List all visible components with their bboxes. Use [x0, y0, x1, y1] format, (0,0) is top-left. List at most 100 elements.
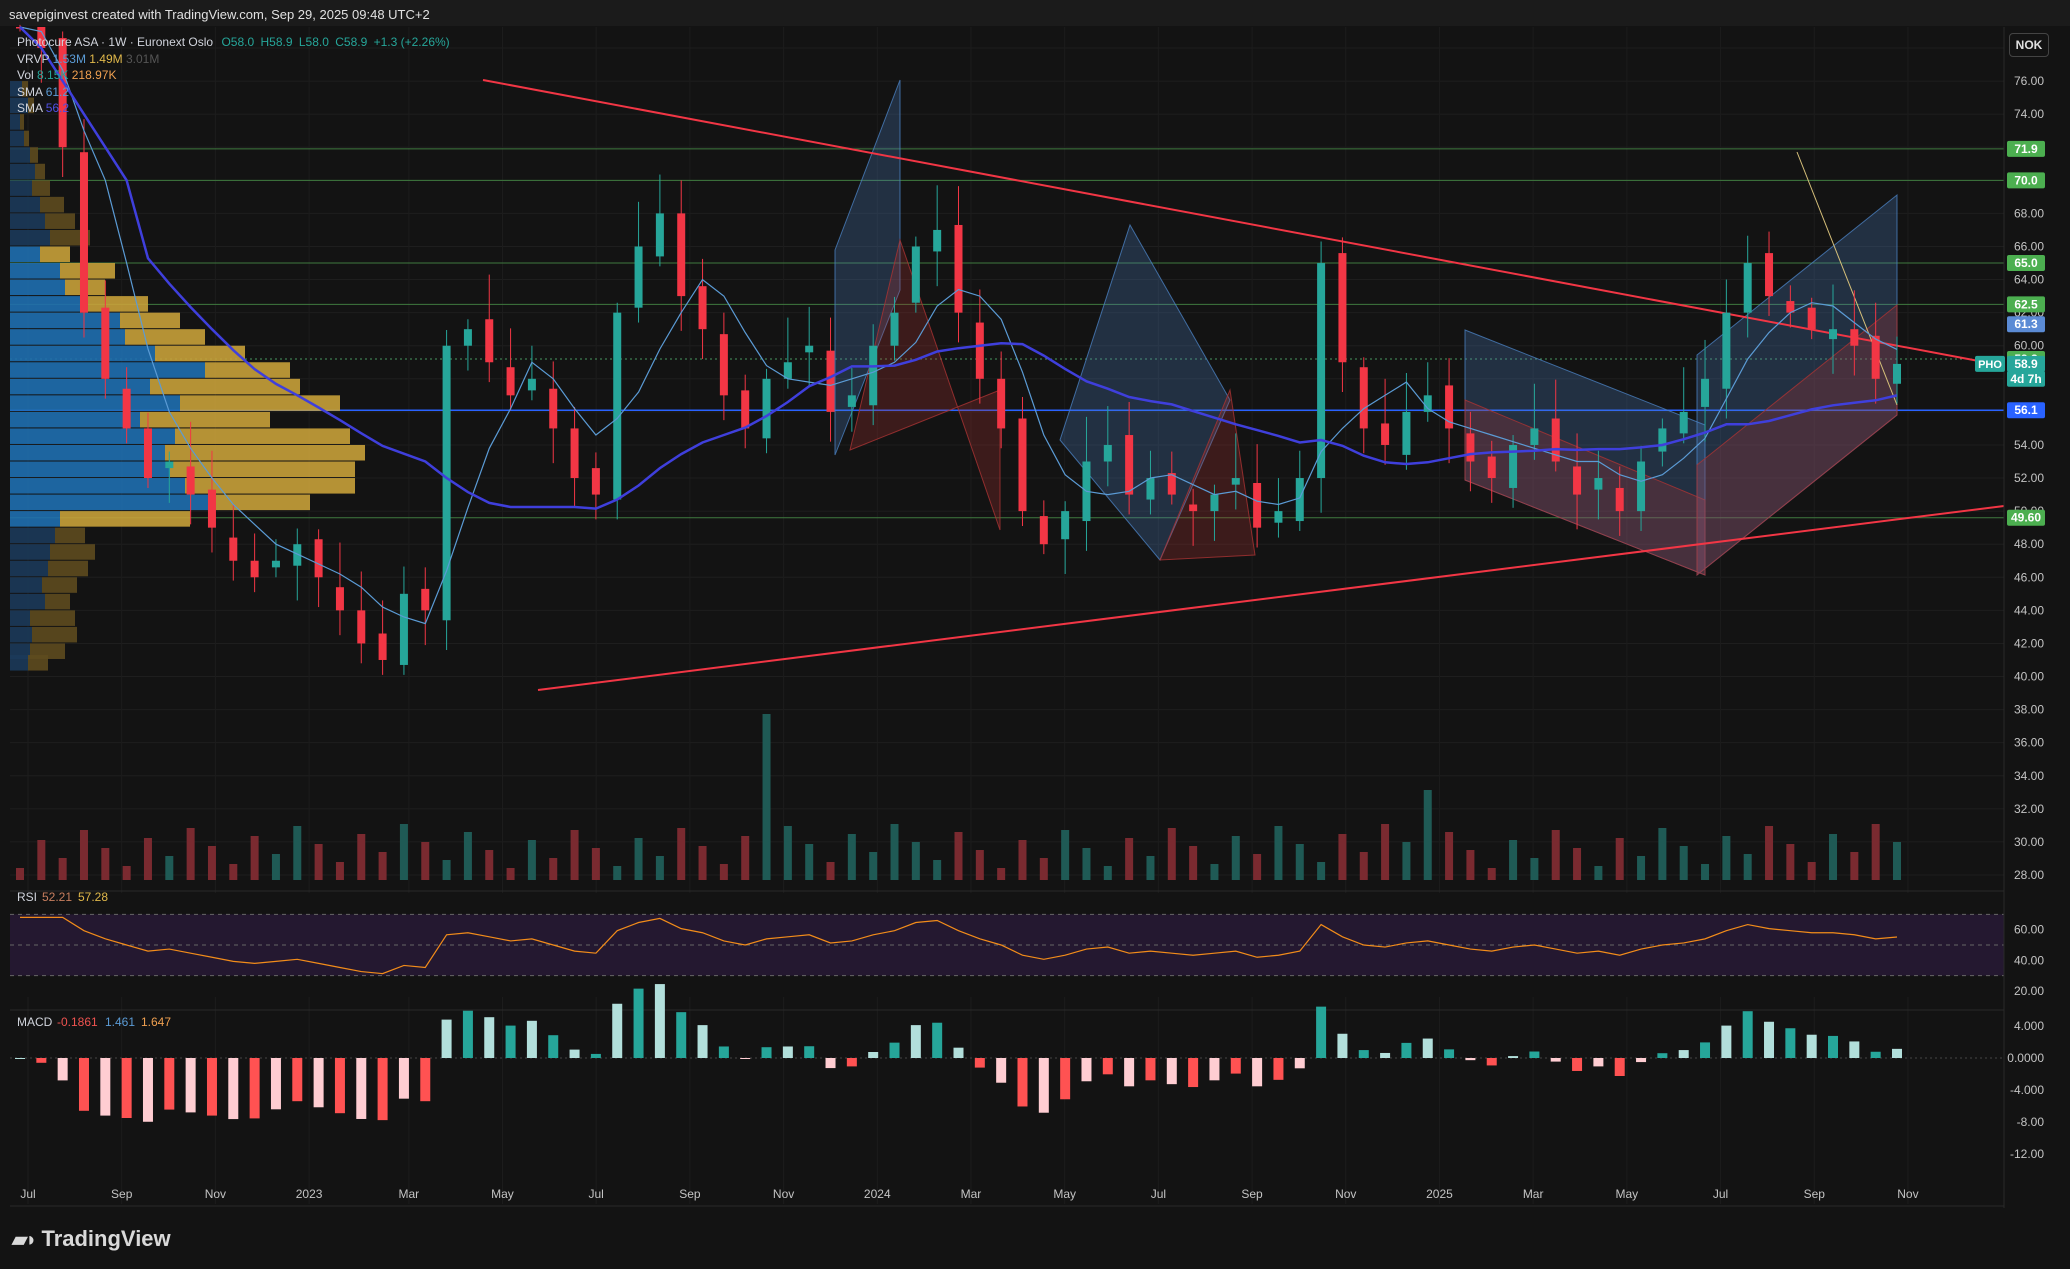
- volume-bar: [1317, 862, 1326, 880]
- price-label-tag: [2007, 509, 2045, 526]
- vrvp-total-value: 3.01M: [126, 51, 160, 66]
- vrvp-up-bar: [10, 461, 170, 478]
- candle-body: [1871, 335, 1880, 379]
- candle-body: [1722, 312, 1731, 389]
- vrvp-down-bar: [30, 610, 75, 626]
- candle-body: [229, 537, 238, 561]
- volume-bar: [1679, 846, 1688, 880]
- candle-body: [1615, 487, 1624, 512]
- time-tick-label: Jul: [20, 1187, 35, 1201]
- legend-sma1-row[interactable]: SMA 61.2: [17, 84, 453, 101]
- vrvp-down-bar: [32, 180, 50, 196]
- vrvp-up-bar: [10, 296, 88, 312]
- currency-button[interactable]: NOK: [2009, 33, 2049, 57]
- vrvp-down-bar: [120, 312, 180, 329]
- vrvp-up-bar: [10, 511, 60, 527]
- price-label-tag: [2007, 172, 2045, 189]
- candle-body: [1210, 494, 1219, 512]
- candle-body: [1274, 511, 1283, 523]
- vrvp-up-bar: [10, 246, 40, 263]
- macd-histogram-bar: [1764, 1021, 1775, 1058]
- macd-histogram-bar: [1209, 1058, 1220, 1081]
- macd-histogram-bar: [1401, 1042, 1412, 1058]
- volume-bar: [805, 844, 814, 880]
- price-tick-label: 32.00: [2014, 802, 2044, 816]
- macd-histogram-bar: [1572, 1058, 1583, 1071]
- vrvp-down-bar: [125, 329, 205, 345]
- macd-histogram-bar: [398, 1058, 409, 1099]
- macd-histogram-bar: [57, 1058, 68, 1081]
- candle-body: [37, 27, 46, 48]
- price-tick-label: 46.00: [2014, 570, 2044, 584]
- volume-bar: [911, 842, 920, 880]
- macd-tick-label: 0.0000: [2007, 1051, 2044, 1065]
- candle-body: [1381, 423, 1390, 445]
- pattern-shape: [1159, 388, 1256, 561]
- vrvp-down-bar: [210, 494, 310, 511]
- volume-bar: [293, 826, 302, 880]
- legend-symbol-row[interactable]: Photocure ASA · 1W · Euronext Oslo O58.0…: [17, 34, 453, 51]
- volume-bar: [677, 828, 686, 880]
- macd-histogram-bar: [1444, 1049, 1455, 1058]
- macd-histogram-bar: [1593, 1058, 1604, 1067]
- macd-histogram-bar: [761, 1047, 772, 1058]
- volume-bar: [954, 832, 963, 880]
- volume-bar: [506, 868, 515, 880]
- candle-body: [1018, 418, 1027, 512]
- legend-sma2-row[interactable]: SMA 56.2: [17, 100, 453, 117]
- price-tick-label: 30.00: [2014, 835, 2044, 849]
- candle-body: [58, 38, 67, 148]
- vol-value: 8.15K: [37, 68, 69, 82]
- volume-bar: [826, 862, 835, 880]
- tradingview-logo-icon: ▰◗: [12, 1228, 38, 1251]
- macd-histogram-bar: [804, 1046, 815, 1058]
- volume-bar: [463, 832, 472, 880]
- volume-bar: [207, 846, 216, 880]
- volume-bar: [1039, 858, 1048, 880]
- candle-body: [1829, 329, 1838, 340]
- price-label-text: 49.60: [2011, 511, 2041, 525]
- macd-histogram-bar: [569, 1049, 580, 1058]
- macd-histogram-bar: [590, 1053, 601, 1058]
- macd-histogram-bar: [1358, 1050, 1369, 1058]
- time-tick-label: Mar: [1523, 1187, 1544, 1201]
- rsi-tick-label: 60.00: [2014, 923, 2044, 937]
- price-tick-label: 52.00: [2014, 471, 2044, 485]
- vrvp-down-bar: [205, 362, 290, 378]
- price-tick-label: 38.00: [2014, 703, 2044, 717]
- time-tick-label: 2024: [864, 1187, 891, 1201]
- candle-body: [1701, 378, 1710, 407]
- tradingview-logo[interactable]: ▰◗ TradingView: [12, 1226, 171, 1252]
- candle-body: [250, 560, 259, 578]
- sma2-label: SMA: [17, 101, 43, 115]
- volume-bar: [421, 842, 430, 880]
- macd-histogram-bar: [164, 1058, 175, 1110]
- vrvp-down-bar: [42, 577, 77, 593]
- vrvp-down-bar: [30, 147, 38, 163]
- macd-signal-value: 1.647: [141, 1015, 171, 1029]
- candle-body: [1466, 433, 1475, 462]
- volume-bar: [527, 840, 536, 880]
- low-value: L58.0: [298, 35, 329, 49]
- vrvp-up-bar: [10, 378, 150, 395]
- macd-tick-label: -4.000: [2010, 1083, 2044, 1097]
- vrvp-up-bar: [10, 279, 65, 296]
- rsi-value: 52.21: [42, 890, 72, 904]
- candle-body: [1103, 444, 1112, 462]
- time-tick-label: 2023: [296, 1187, 323, 1201]
- candle-body: [762, 378, 771, 439]
- candle-body: [933, 229, 942, 252]
- candle-body: [826, 350, 835, 412]
- sma-slow-line: [19, 26, 1898, 510]
- pattern-shape: [1059, 223, 1231, 561]
- time-tick-label: May: [1053, 1187, 1076, 1201]
- high-value: H58.9: [260, 35, 293, 49]
- candle-body: [1445, 385, 1454, 429]
- macd-line-value: 1.461: [105, 1015, 135, 1029]
- candle-body: [1487, 456, 1496, 479]
- vrvp-down-bar: [140, 411, 270, 428]
- legend-vol-row[interactable]: Vol 8.15K 218.97K: [17, 67, 453, 84]
- vrvp-up-bar: [10, 626, 32, 643]
- legend-vrvp-row[interactable]: VRVP 1.53M 1.49M 3.01M: [17, 51, 453, 68]
